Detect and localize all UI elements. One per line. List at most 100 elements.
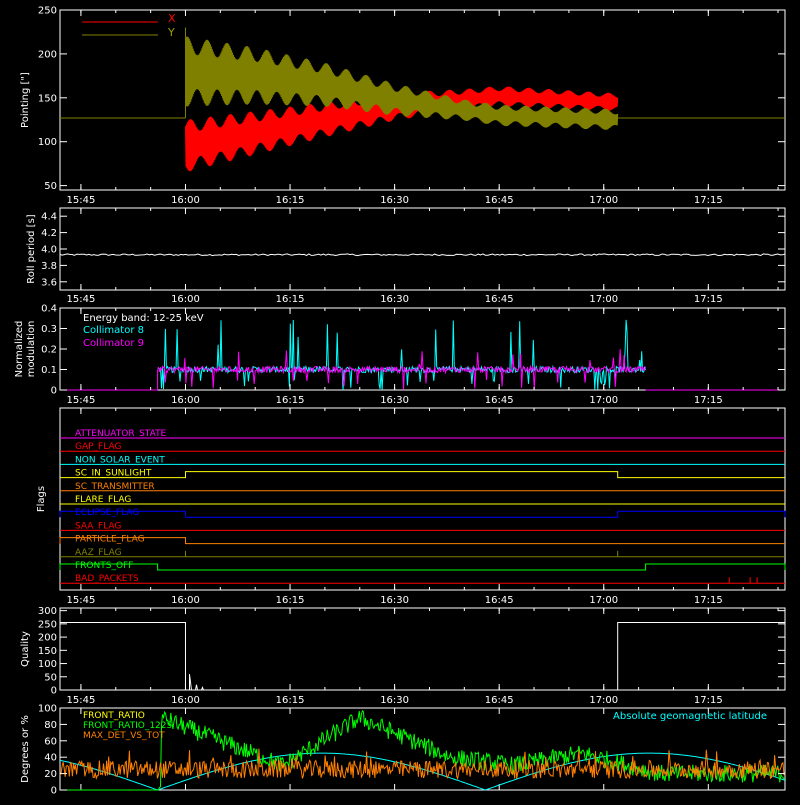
quality-frame — [59, 607, 786, 691]
quality-y-label: Quality — [20, 631, 31, 667]
flag-flare-flag-label: FLARE_FLAG — [75, 495, 131, 505]
x-tick-label: 17:00 — [589, 195, 618, 206]
legend-label-collimator-8: Collimator 8 — [83, 325, 144, 336]
x-tick-label: 16:15 — [276, 294, 305, 305]
x-tick-label: 16:30 — [380, 395, 409, 406]
x-tick-label: 16:00 — [171, 294, 200, 305]
y-tick-label: 250 — [38, 619, 57, 630]
legend-label-collimator-9: Collimator 9 — [83, 338, 144, 349]
modulation-series-collimator-9 — [157, 349, 647, 390]
quality-line — [60, 622, 785, 691]
x-tick-label: 17:00 — [589, 294, 618, 305]
y-tick-label: 150 — [38, 93, 57, 104]
flag-fronts-off-label: FRONTS_OFF — [75, 561, 133, 571]
flags-frame — [59, 407, 786, 591]
x-tick-label: 16:45 — [485, 595, 514, 606]
flag-particle-flag-label: PARTICLE_FLAG — [75, 535, 145, 545]
flag-attenuator-state-label: ATTENUATOR_STATE — [75, 429, 167, 439]
flag-particle-flag-line — [59, 537, 785, 545]
flags-x-ticks: 15:45 16:00 16:15 16:30 16:45 17:00 17:15 — [66, 408, 779, 606]
pointing-y-label: Pointing ["] — [20, 72, 31, 128]
pointing-panel: 50 100 150 200 250 15:45 16:00 16:15 16:30 16:45… — [20, 6, 786, 206]
y-tick-label: 20 — [44, 769, 57, 780]
ratios-panel: 0 20 40 60 80 100 Degrees or % FRONT_RATIO FR… — [20, 704, 786, 797]
pointing-y-ticks: 50 100 150 200 250 — [38, 6, 785, 192]
y-tick-label: 150 — [38, 646, 57, 657]
x-tick-label: 16:00 — [171, 395, 200, 406]
y-tick-label: 3.8 — [41, 261, 57, 272]
modulation-panel: 00.10.20.30.4 15:45 16:00 16:15 16:30 16:45 1… — [14, 304, 786, 406]
x-tick-label: 15:45 — [66, 195, 95, 206]
y-tick-label: 4.2 — [41, 228, 57, 239]
legend-label-geomag: Absolute geomagnetic latitude — [613, 711, 767, 722]
y-tick-label: 0 — [51, 386, 57, 397]
flag-eclipse-flag-line — [59, 510, 786, 518]
x-tick-label: 16:45 — [485, 395, 514, 406]
x-tick-label: 15:45 — [66, 595, 95, 606]
x-tick-label: 16:00 — [171, 695, 200, 706]
x-tick-label: 17:15 — [694, 595, 723, 606]
y-tick-label: 0.4 — [41, 304, 57, 315]
legend-label-x: X — [168, 12, 176, 25]
x-tick-label: 16:45 — [485, 695, 514, 706]
y-tick-label: 60 — [44, 736, 57, 747]
ratios-frame — [59, 707, 786, 791]
flag-saa-flag-label: SAA_FLAG — [75, 521, 121, 531]
flags-y-label: Flags — [36, 486, 47, 512]
flags-panel: ATTENUATOR_STATE GAP_FLAG NON_SOLAR_EVENT S… — [36, 407, 786, 606]
y-tick-label: 4.4 — [41, 212, 57, 223]
pointing-frame — [59, 9, 786, 191]
x-tick-label: 17:15 — [694, 695, 723, 706]
ratios-plot-area — [59, 708, 786, 791]
y-tick-label: 100 — [38, 704, 57, 715]
flag-gap-flag-label: GAP_FLAG — [75, 442, 121, 452]
roll-panel: 3.6 3.8 4.0 4.2 4.4 15:45 16:00 16:15 16:30 16:4… — [26, 207, 786, 305]
x-tick-label: 15:45 — [66, 395, 95, 406]
y-tick-label: 0 — [51, 786, 57, 797]
x-tick-label: 16:45 — [485, 294, 514, 305]
y-tick-label: 0.3 — [41, 324, 57, 335]
modulation-y-label-1: Normalized — [14, 321, 25, 378]
roll-y-ticks: 3.6 3.8 4.0 4.2 4.4 — [41, 212, 785, 288]
quality-y-ticks: 0 50 100 150 200 250 300 — [38, 606, 785, 697]
modulation-y-label-2: modulation — [26, 321, 37, 378]
roll-frame — [59, 207, 786, 291]
x-tick-label: 15:45 — [66, 294, 95, 305]
modulation-plot-area — [60, 319, 785, 391]
max-det-vs-tot-line — [59, 748, 786, 781]
x-tick-label: 16:00 — [171, 595, 200, 606]
ratios-y-label: Degrees or % — [20, 715, 31, 783]
x-tick-label: 16:15 — [276, 195, 305, 206]
y-tick-label: 40 — [44, 753, 57, 764]
flag-aaz-flag-label: AAZ_FLAG — [75, 548, 122, 558]
legend-label-y: Y — [167, 26, 175, 39]
x-tick-label: 16:15 — [276, 595, 305, 606]
y-tick-label: 0 — [51, 686, 57, 697]
pointing-plot-area — [60, 27, 785, 172]
legend-label-front-ratio: FRONT_RATIO — [83, 711, 145, 721]
x-tick-label: 17:15 — [694, 294, 723, 305]
pointing-series-y — [185, 36, 619, 130]
modulation-y-ticks: 0 0.1 0.2 0.3 0.4 — [41, 304, 785, 397]
x-tick-label: 16:00 — [171, 195, 200, 206]
y-tick-label: 50 — [44, 181, 57, 192]
pointing-legend: X Y — [82, 12, 176, 39]
y-tick-label: 80 — [44, 720, 57, 731]
x-tick-label: 15:45 — [66, 695, 95, 706]
legend-label-front-ratio-1225: FRONT_RATIO_1225 — [83, 721, 172, 731]
flag-sc-in-sunlight-line — [60, 471, 785, 479]
x-tick-label: 16:30 — [380, 195, 409, 206]
ratios-y-ticks: 0 20 40 60 80 100 — [38, 704, 785, 797]
x-tick-label: 16:30 — [380, 595, 409, 606]
x-tick-label: 16:45 — [485, 195, 514, 206]
x-tick-label: 17:15 — [694, 395, 723, 406]
quality-x-ticks: 15:45 16:00 16:15 16:30 16:45 17:00 17:15 — [66, 608, 779, 706]
flag-fronts-off-line — [59, 563, 786, 571]
y-tick-label: 0.1 — [41, 365, 57, 376]
x-tick-label: 16:30 — [380, 294, 409, 305]
x-tick-label: 17:00 — [589, 395, 618, 406]
x-tick-label: 16:15 — [276, 395, 305, 406]
